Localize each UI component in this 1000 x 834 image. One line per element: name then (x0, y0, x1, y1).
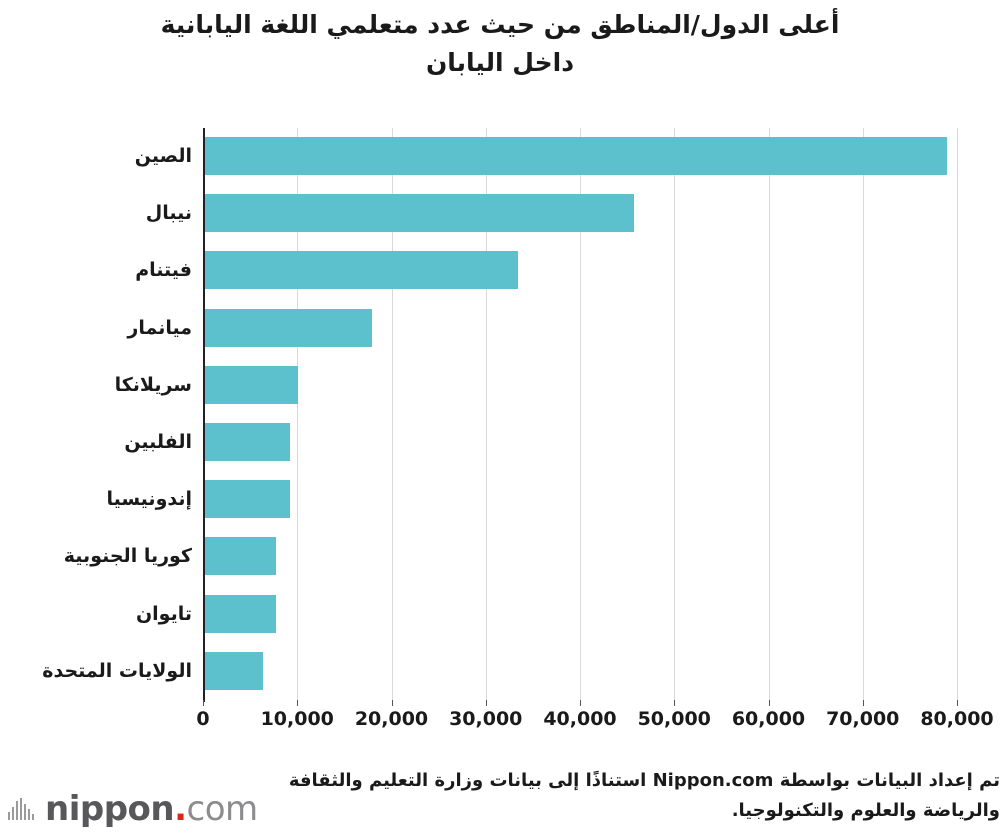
gridline (485, 128, 487, 700)
bar-9 (203, 651, 264, 690)
x-tick-mark (391, 700, 393, 706)
bar-row (203, 185, 957, 242)
x-tick-label-4: 40,000 (543, 708, 617, 730)
x-tick-mark (580, 700, 581, 706)
bar-row (203, 128, 957, 185)
bar-2 (203, 251, 518, 290)
sound-bars-icon (8, 798, 36, 820)
x-tick-mark (203, 700, 204, 706)
logo-text: nippon.com (45, 792, 258, 826)
x-tick-mark (674, 700, 676, 706)
bar-6 (203, 480, 290, 519)
x-tick-label-5: 50,000 (637, 708, 711, 730)
x-axis-ticks: 0 10,000 20,000 30,000 40,000 50,000 60,000 70,… (196, 700, 994, 740)
x-tick-label-3: 30,000 (449, 708, 523, 730)
bar-1 (203, 194, 634, 233)
bar-7 (203, 537, 276, 576)
bar-row (203, 586, 957, 643)
page-title: أعلى الدول/المناطق من حيث عدد متعلمي الل… (160, 10, 840, 77)
x-tick-mark (297, 700, 299, 706)
y-axis-label-8: تايوان (135, 602, 192, 625)
y-axis-label-2: فيتنام (135, 259, 192, 282)
y-axis-category-labels: الصين نيبال فيتنام ميانمار سريلانكا الفلبين إن… (0, 128, 192, 700)
plot-gridlines (203, 128, 958, 700)
x-tick-label-8: 80,000 (920, 708, 994, 730)
gridline (862, 128, 864, 700)
bar-row (203, 471, 957, 528)
bar-row (203, 357, 957, 414)
y-axis-label-4: سريلانكا (114, 373, 192, 396)
bar-chart: الصين نيبال فيتنام ميانمار سريلانكا الفلبين إن… (0, 118, 1000, 738)
x-tick-mark (957, 700, 958, 706)
bar-row (203, 643, 957, 700)
x-tick-label-2: 20,000 (354, 708, 429, 730)
y-axis-label-0: الصين (134, 145, 192, 167)
logo-tld: com (186, 789, 259, 829)
gridline (580, 128, 581, 700)
bar-0 (203, 137, 947, 175)
y-axis-line (203, 128, 205, 702)
y-axis-label-5: الفلبين (124, 431, 192, 453)
gridline (768, 128, 770, 700)
bar-8 (203, 594, 276, 633)
x-tick-mark (862, 700, 864, 706)
bar-row (203, 242, 957, 299)
gridline (391, 128, 393, 700)
x-tick-label-0: 0 (196, 708, 210, 730)
chart-title-wrap: أعلى الدول/المناطق من حيث عدد متعلمي الل… (0, 6, 1000, 82)
plot-bars (203, 128, 957, 700)
x-tick-mark (485, 700, 487, 706)
bar-row (203, 300, 957, 357)
y-axis-label-1: نيبال (145, 202, 192, 225)
x-tick-label-7: 70,000 (826, 708, 900, 730)
x-tick-label-6: 60,000 (731, 708, 806, 730)
x-tick-mark (768, 700, 770, 706)
logo-dot: . (174, 789, 187, 829)
bar-row (203, 528, 957, 585)
gridline (957, 128, 958, 700)
y-axis-label-6: إندونيسيا (106, 488, 192, 511)
nippon-logo: nippon.com (8, 789, 258, 829)
y-axis-label-7: كوريا الجنوبية (63, 545, 192, 568)
bar-5 (203, 423, 290, 461)
gridline (297, 128, 299, 700)
y-axis-label-9: الولايات المتحدة (42, 659, 192, 682)
bar-row (203, 414, 957, 471)
y-axis-label-3: ميانمار (127, 316, 192, 339)
bar-4 (203, 365, 299, 404)
logo-name: nippon (45, 789, 175, 829)
source-note: تم إعداد البيانات بواسطة Nippon.com استن… (288, 770, 1000, 821)
x-tick-label-1: 10,000 (260, 708, 334, 730)
bar-3 (203, 308, 372, 347)
gridline (674, 128, 676, 700)
